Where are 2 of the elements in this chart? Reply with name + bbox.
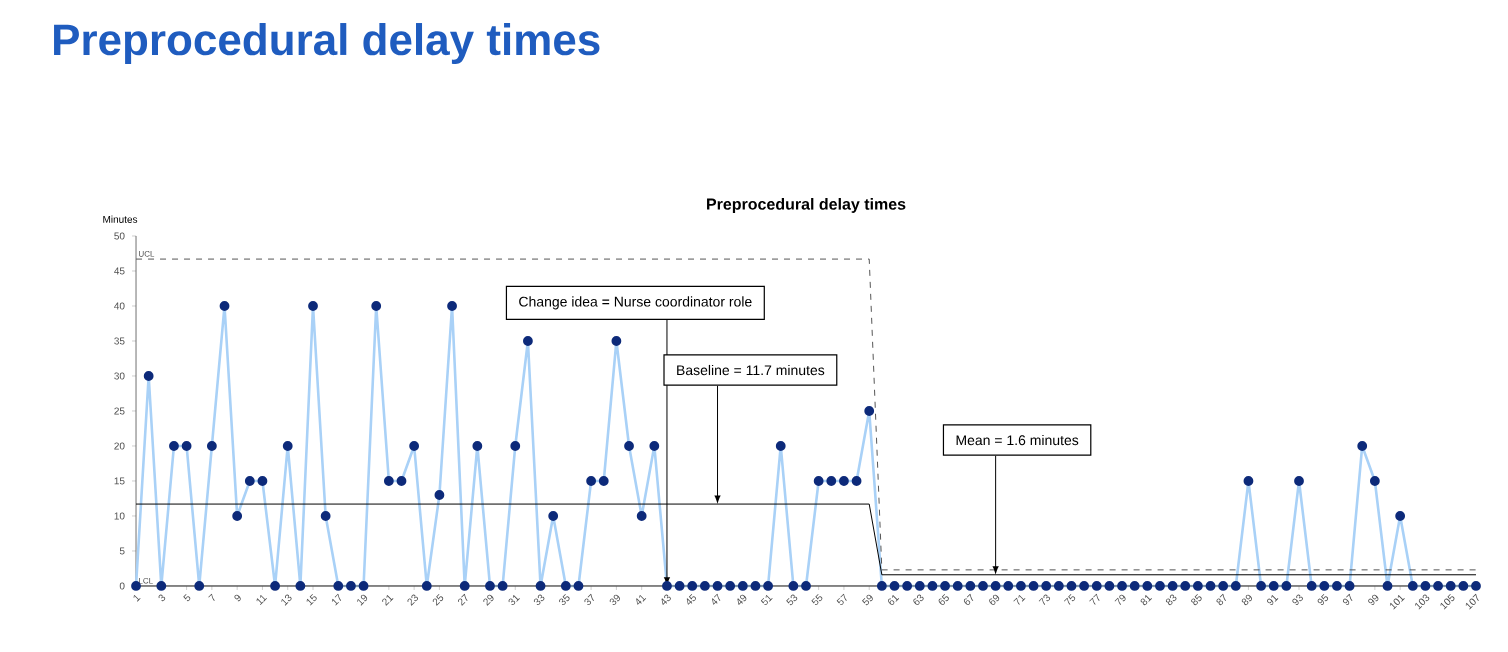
- chart-subtitle: Preprocedural delay times: [707, 198, 906, 213]
- chart-title: Preprocedural delay times: [54, 23, 600, 65]
